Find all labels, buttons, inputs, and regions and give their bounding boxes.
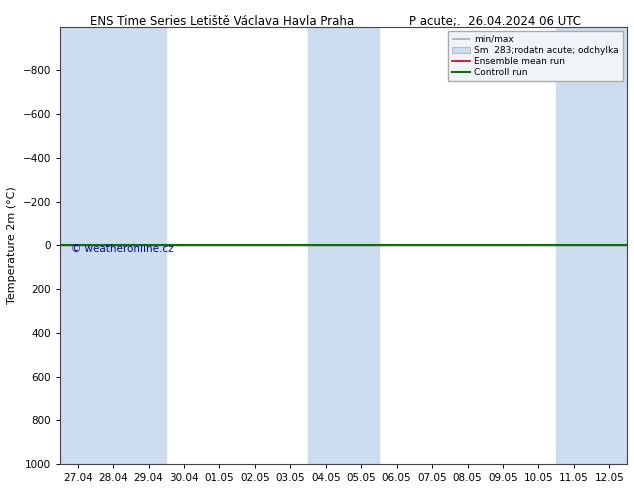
Bar <box>556 26 592 464</box>
Bar <box>60 26 95 464</box>
Text: P acute;.  26.04.2024 06 UTC: P acute;. 26.04.2024 06 UTC <box>408 15 581 28</box>
Text: © weatheronline.cz: © weatheronline.cz <box>71 244 174 254</box>
Bar <box>344 26 379 464</box>
Text: ENS Time Series Letiště Václava Havla Praha: ENS Time Series Letiště Václava Havla Pr… <box>90 15 354 28</box>
Bar <box>95 26 131 464</box>
Bar <box>592 26 627 464</box>
Bar <box>131 26 166 464</box>
Y-axis label: Temperature 2m (°C): Temperature 2m (°C) <box>7 186 17 304</box>
Bar <box>308 26 344 464</box>
Legend: min/max, Sm  283;rodatn acute; odchylka, Ensemble mean run, Controll run: min/max, Sm 283;rodatn acute; odchylka, … <box>448 31 623 81</box>
